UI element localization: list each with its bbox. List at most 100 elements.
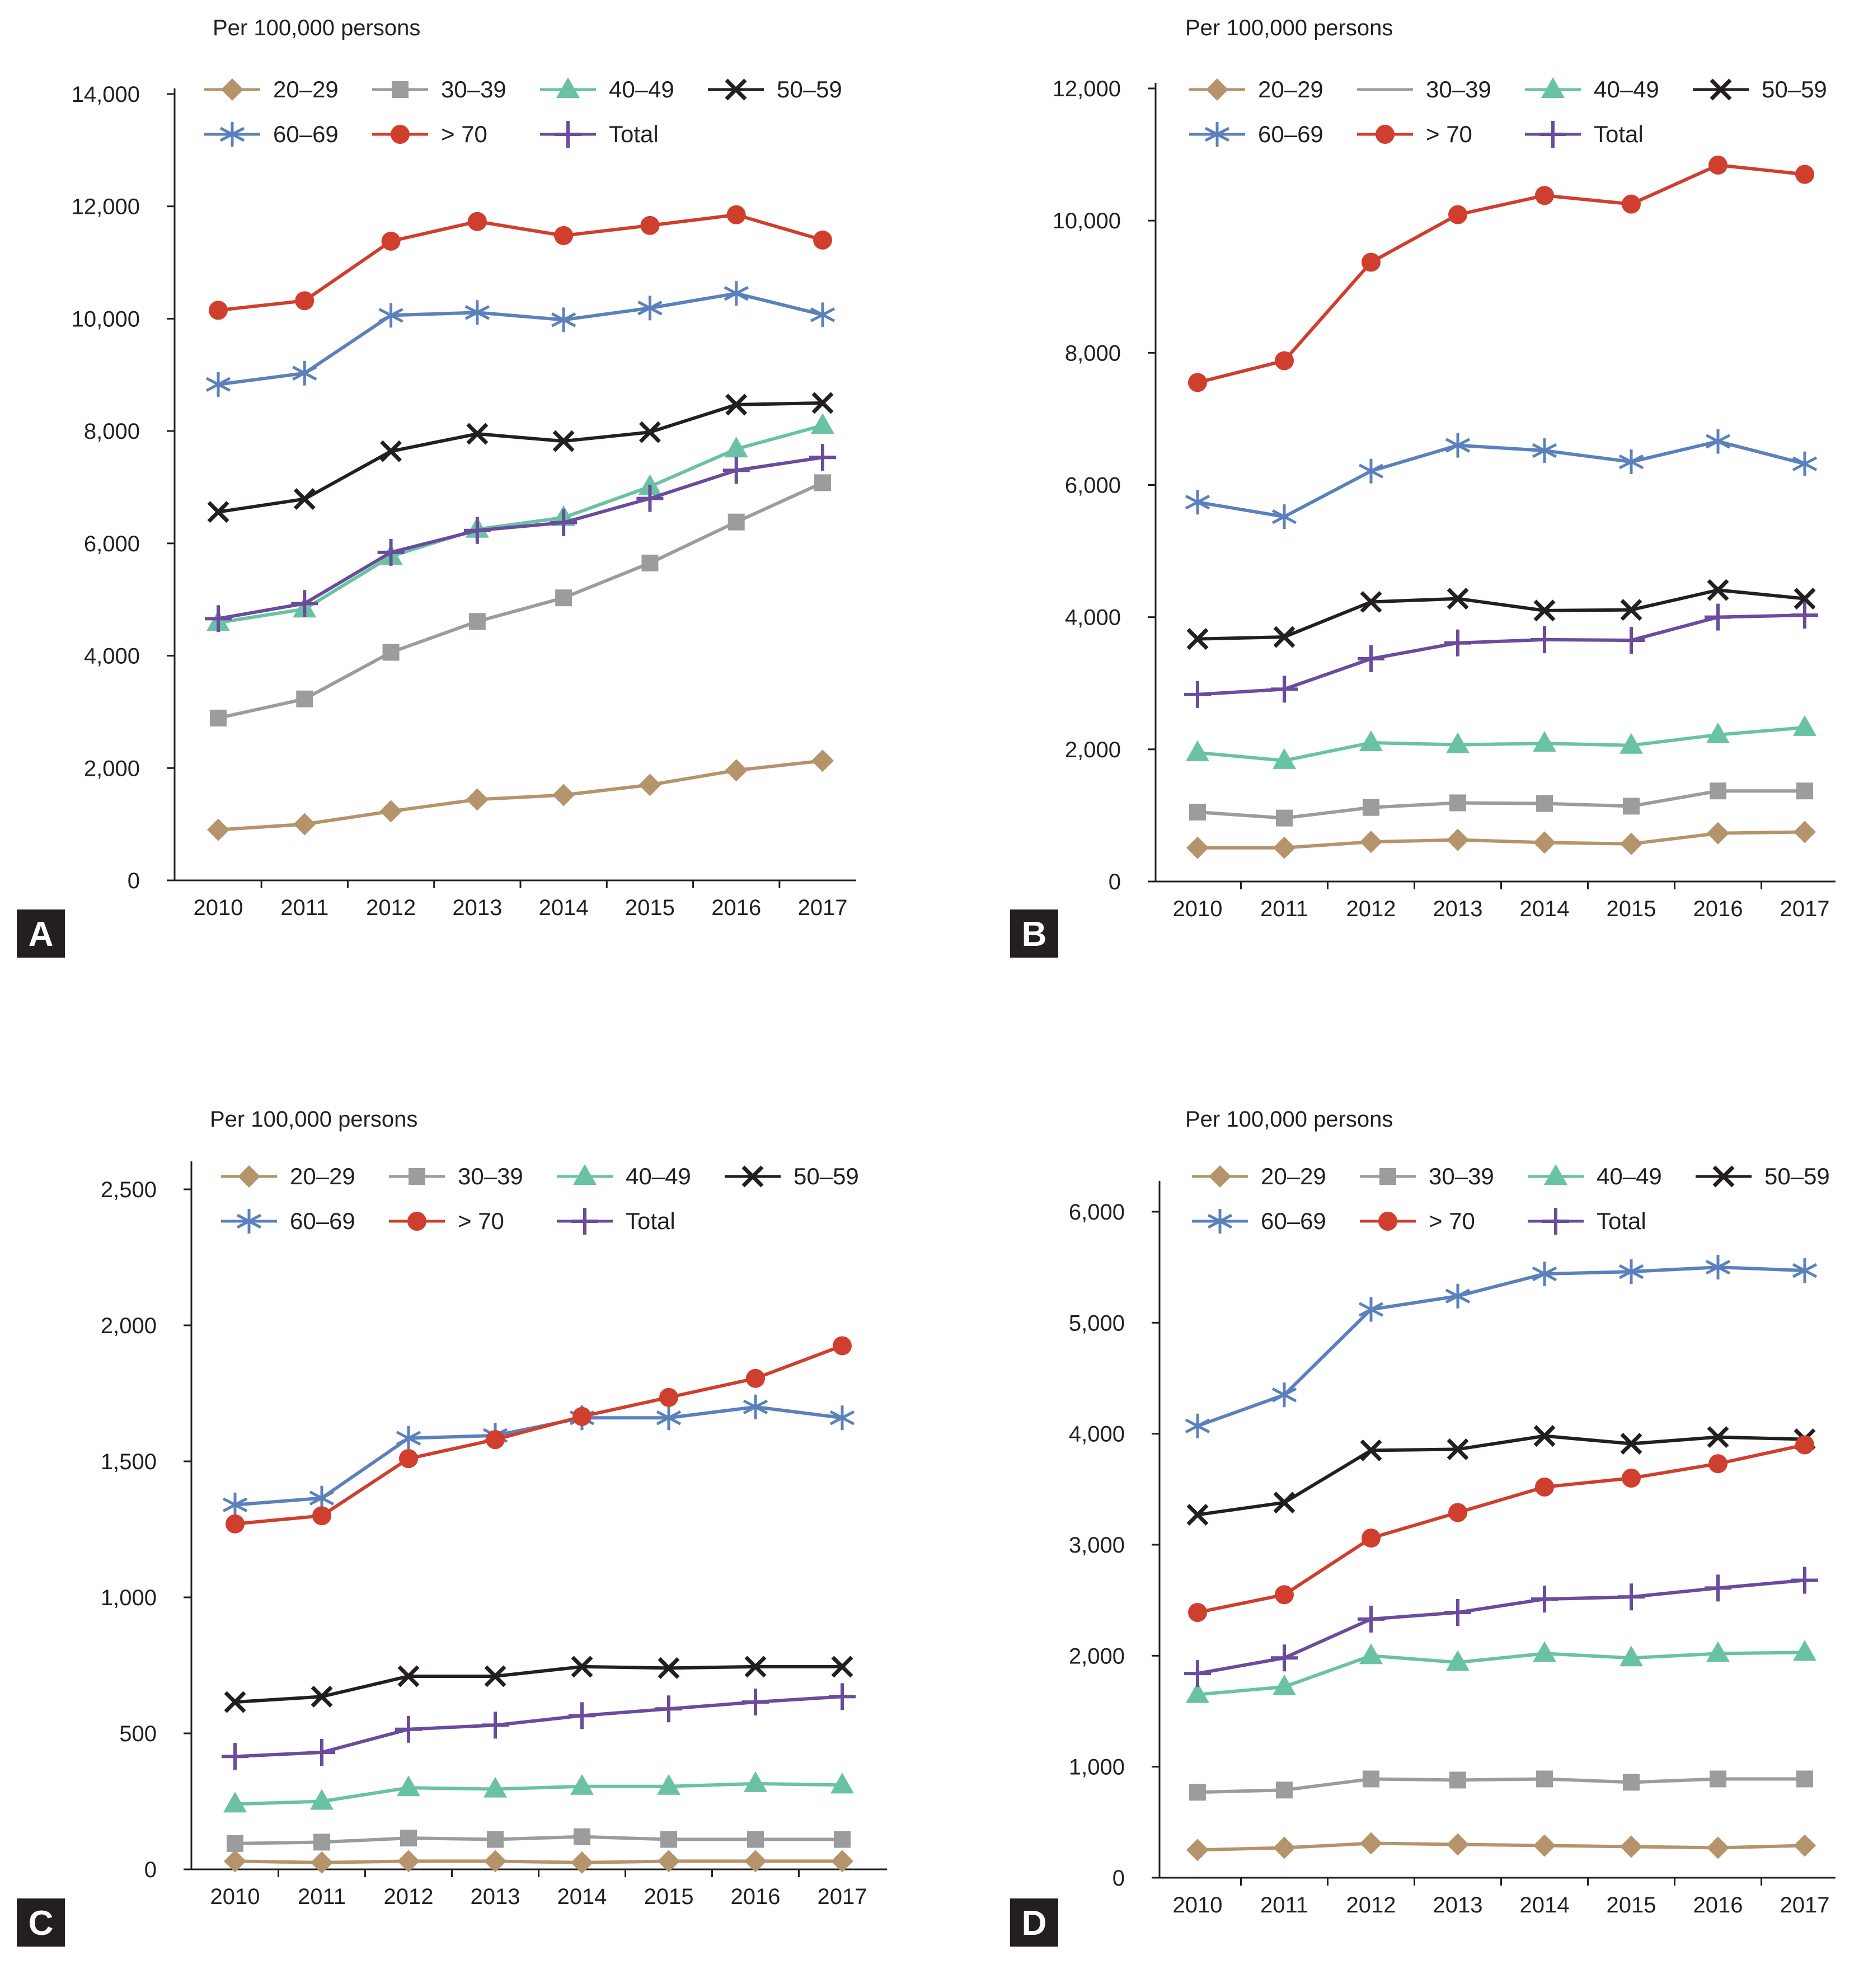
data-point [1618,627,1645,654]
legend-item: 60–69 [204,121,339,147]
series-line [1197,789,1805,820]
legend-item: 40–49 [557,1163,691,1189]
y-tick-label: 5,000 [1069,1311,1125,1335]
data-point [381,231,401,251]
series-line [218,292,823,386]
series-line [1197,1443,1805,1614]
legend-item: 60–69 [1189,121,1323,147]
data-point [296,690,313,707]
panel-letter: A [29,915,54,954]
data-point [1273,1492,1295,1514]
data-point [1623,798,1640,815]
series-diamond [224,1850,853,1874]
data-point [1620,1433,1642,1455]
data-point [1189,804,1206,821]
legend-label: 20–29 [1261,1163,1326,1189]
x-tick-label: 2013 [471,1884,520,1909]
legend-label: Total [1594,121,1644,147]
legend-label: 60–69 [290,1208,355,1234]
y-tick-label: 1,000 [101,1586,157,1610]
data-point [1186,628,1209,650]
data-point [1273,836,1295,859]
x-tick-label: 2010 [1173,897,1223,921]
legend-item: Total [557,1208,675,1235]
data-point [1706,722,1730,743]
data-point [1796,1770,1813,1788]
data-point [1619,733,1643,754]
legend-item: 50–59 [708,76,842,102]
data-point [829,1683,856,1710]
legend-marker [1209,1165,1231,1188]
data-point [1275,351,1294,371]
x-tick-label: 2012 [1346,897,1396,921]
y-unit-label: Per 100,000 persons [210,1107,417,1132]
data-point [1360,831,1382,854]
data-point [312,1506,331,1526]
legend-label: 20–29 [273,76,339,102]
x-tick-label: 2012 [366,895,416,920]
legend-label: 60–69 [1261,1208,1326,1234]
data-point [1532,438,1557,463]
y-tick-label: 8,000 [84,419,140,444]
x-tick-label: 2010 [210,1884,260,1909]
data-point [1620,832,1642,855]
x-tick-label: 2012 [384,1884,434,1909]
data-point [1446,732,1470,753]
data-point [1444,629,1471,657]
x-tick-label: 2015 [1607,1893,1656,1917]
data-point [1532,1262,1557,1287]
legend-marker [1544,1164,1567,1185]
legend-item: 40–49 [1525,76,1659,102]
y-tick-label: 500 [119,1722,157,1746]
series-line [1197,1651,1805,1696]
legend-marker [725,78,747,101]
data-point [1533,731,1556,752]
series-line [1197,1578,1805,1676]
legend-item: > 70 [372,121,487,147]
series-asterisk [205,281,835,397]
y-tick-label: 1,500 [101,1450,157,1474]
legend-item: 20–29 [1189,76,1323,102]
data-point [813,230,832,250]
data-point [1708,155,1728,175]
data-point [311,1851,333,1874]
series-square [227,1828,851,1852]
series-line [234,1859,842,1864]
data-point [550,509,578,536]
data-point [552,430,575,452]
data-point [1273,626,1295,648]
series-square [210,474,831,726]
y-tick-label: 8,000 [1065,341,1121,365]
legend-label: 50–59 [777,76,842,102]
legend-marker [573,1164,597,1185]
data-point [293,488,316,510]
series-triangle [1186,715,1816,769]
legend-item: 50–59 [725,1163,859,1189]
data-point [1618,449,1644,475]
y-tick-label: 2,500 [101,1178,157,1202]
series-plus [1184,602,1818,708]
legend-item: 60–69 [1192,1208,1326,1234]
data-point [1706,1641,1730,1662]
data-point [658,1850,680,1873]
data-point [1184,681,1211,708]
data-point [396,1426,421,1451]
data-point [1620,599,1642,621]
series-line [1197,1841,1805,1852]
data-point [1448,1503,1467,1522]
data-point [1185,490,1210,515]
data-point [1362,1528,1381,1548]
legend-marker [238,1165,260,1188]
legend-label: Total [609,121,659,147]
series-asterisk [222,1394,855,1517]
data-point [744,1771,767,1792]
data-point [1795,165,1814,184]
x-tick-label: 2013 [452,895,502,920]
data-point [1446,1650,1470,1671]
data-point [1623,1774,1640,1791]
y-tick-label: 2,000 [84,756,140,781]
data-point [724,281,749,306]
data-point [1358,1297,1384,1322]
x-tick-label: 2011 [1260,897,1308,921]
data-point [397,1850,420,1873]
